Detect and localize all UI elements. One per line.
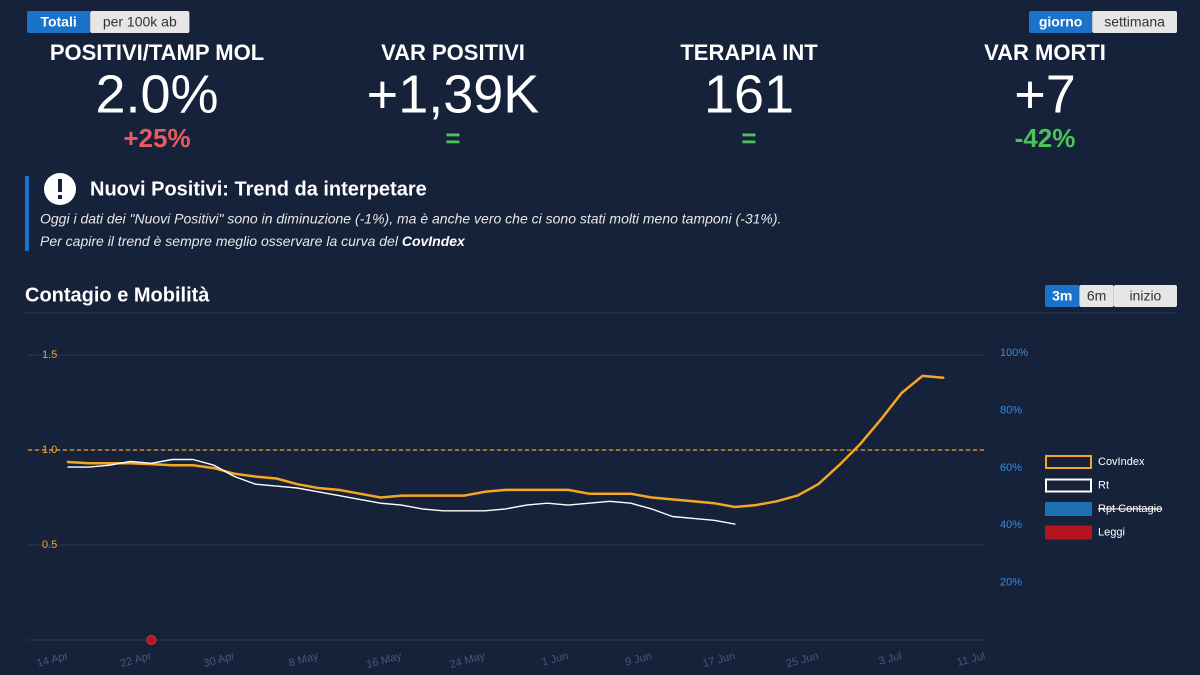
notice-title: Nuovi Positivi: Trend da interpetare: [90, 178, 427, 200]
legend-label[interactable]: Rt: [1098, 479, 1109, 491]
notice-text: Per capire il trend è sempre meglio osse…: [40, 233, 466, 249]
legend-swatch[interactable]: [1045, 525, 1092, 540]
x-tick-label: 9 Jun: [624, 650, 653, 669]
toggle-button[interactable]: [90, 11, 190, 33]
toggle-button[interactable]: [1092, 11, 1177, 33]
kpi-value: 2.0%: [95, 64, 218, 124]
legend-label[interactable]: Leggi: [1098, 526, 1125, 538]
kpi-value: +1,39K: [367, 64, 540, 124]
event-marker[interactable]: [146, 635, 157, 645]
x-tick-label: 16 May: [365, 650, 403, 671]
kpi-change: =: [445, 123, 460, 153]
toggle-label[interactable]: Totali: [40, 14, 76, 30]
toggle-button[interactable]: [1029, 11, 1093, 33]
toggle-label[interactable]: giorno: [1039, 14, 1083, 30]
legend-label[interactable]: CovIndex: [1098, 456, 1145, 468]
toggle-label[interactable]: 3m: [1052, 288, 1072, 304]
x-tick-label: 24 May: [448, 650, 486, 671]
kpi-label: VAR MORTI: [984, 40, 1106, 65]
notice-icon-dot: [58, 195, 62, 199]
notice-text: Oggi i dati dei "Nuovi Positivi" sono in…: [40, 211, 781, 227]
toggle-button[interactable]: [1079, 285, 1114, 307]
kpi-change: +25%: [123, 123, 190, 153]
kpi-label: TERAPIA INT: [680, 40, 818, 65]
toggle-button[interactable]: [1113, 285, 1177, 307]
y2-tick-label: 20%: [1000, 577, 1022, 589]
legend-swatch[interactable]: [1045, 502, 1092, 516]
toggle-label[interactable]: inizio: [1129, 288, 1161, 304]
x-tick-label: 11 Jul: [956, 650, 987, 669]
toggle-label[interactable]: settimana: [1104, 14, 1165, 30]
toggle-label[interactable]: 6m: [1087, 288, 1106, 304]
notice-link: CovIndex: [402, 233, 466, 249]
x-tick-label: 1 Jun: [541, 650, 570, 669]
notice-border: [25, 176, 29, 251]
kpi-change: -42%: [1015, 123, 1076, 153]
kpi-label: VAR POSITIVI: [381, 40, 525, 65]
series-line: [66, 374, 945, 509]
toggle-button[interactable]: [27, 11, 91, 33]
x-tick-label: 25 Jun: [785, 650, 820, 670]
y-tick-label: 1.5: [42, 349, 57, 361]
kpi-label: POSITIVI/TAMP MOL: [50, 40, 264, 65]
x-tick-label: 8 May: [288, 650, 321, 669]
y-tick-label: 0.5: [42, 539, 57, 551]
x-tick-label: 22 Apr: [119, 650, 153, 670]
legend-swatch[interactable]: [1045, 478, 1092, 493]
kpi-value: 161: [704, 64, 794, 124]
kpi-change: =: [741, 123, 756, 153]
toggle-label[interactable]: per 100k ab: [103, 14, 177, 30]
notice-text-part: Per capire il trend è sempre meglio osse…: [40, 233, 402, 249]
y2-tick-label: 60%: [1000, 462, 1022, 474]
x-tick-label: 14 Apr: [36, 650, 70, 670]
notice-icon-bar: [58, 179, 62, 192]
y2-tick-label: 80%: [1000, 404, 1022, 416]
legend-swatch[interactable]: [1045, 455, 1092, 469]
x-tick-label: 30 Apr: [202, 650, 236, 670]
x-tick-label: 17 Jun: [701, 650, 736, 670]
y2-tick-label: 100%: [1000, 347, 1028, 359]
kpi-value: +7: [1014, 64, 1076, 124]
section-title: Contagio e Mobilità: [25, 284, 210, 306]
legend-label[interactable]: Rpt Contagio: [1098, 503, 1162, 515]
x-tick-label: 3 Jul: [878, 650, 904, 668]
toggle-button[interactable]: [1045, 285, 1080, 307]
y2-tick-label: 40%: [1000, 519, 1022, 531]
series-line: [67, 458, 736, 525]
